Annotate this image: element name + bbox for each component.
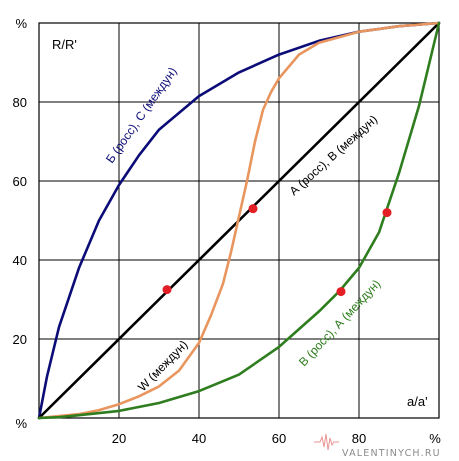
- x-axis-label: a/a': [407, 394, 428, 409]
- x-tick-label: 40: [192, 431, 206, 446]
- plot-frame: [38, 22, 440, 419]
- y-tick-label: 40: [13, 253, 27, 268]
- y-tick-label: 60: [13, 174, 27, 189]
- data-points: [162, 204, 392, 297]
- corner-label: R/R': [52, 37, 77, 52]
- data-point: [248, 204, 258, 214]
- series-line-4: [37, 21, 441, 420]
- grid: [38, 22, 440, 419]
- series-line-3: [37, 21, 441, 420]
- data-point: [382, 208, 392, 218]
- watermark-logo: VALENTINYCH.RU: [314, 433, 441, 459]
- series-label-a-ross: А (росс), В (междун): [287, 112, 380, 198]
- origin-label: %: [15, 416, 27, 431]
- x-end-label: %: [429, 431, 441, 446]
- tick-labels: 20 40 60 80 20 40 60 80%%%: [13, 16, 442, 446]
- x-tick-label: 60: [272, 431, 286, 446]
- data-point: [162, 285, 172, 295]
- y-tick-label: 20: [13, 332, 27, 347]
- data-point: [336, 287, 346, 297]
- y-end-label: %: [15, 16, 27, 31]
- x-tick-label: 80: [352, 431, 366, 446]
- series-lines: [37, 21, 441, 420]
- x-tick-label: 20: [112, 431, 126, 446]
- y-tick-label: 80: [13, 95, 27, 110]
- watermark-text: VALENTINYCH.RU: [342, 448, 441, 459]
